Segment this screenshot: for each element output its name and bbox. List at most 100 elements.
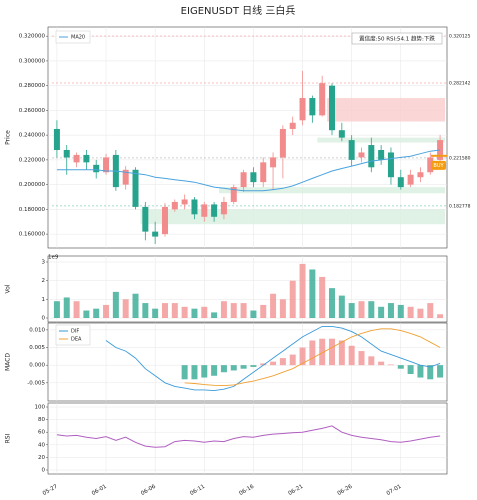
candle-body xyxy=(417,172,424,178)
y-tick-label: 20 xyxy=(38,455,45,461)
level-label: 0.320125 xyxy=(449,34,471,40)
volume-bar xyxy=(63,297,70,318)
candle-body xyxy=(368,145,375,168)
volume-bar xyxy=(260,304,267,318)
volume-bar xyxy=(427,303,434,318)
candle-body xyxy=(73,154,80,163)
chart-title: EIGENUSDT 日线 三白兵 xyxy=(181,4,296,17)
y-axis-label: RSI xyxy=(5,433,12,443)
y-tick-label: -0.005 xyxy=(27,380,45,386)
volume-bar xyxy=(93,308,100,318)
legend-box xyxy=(55,324,91,346)
y-tick-label: 3 xyxy=(42,260,46,266)
macd-bar xyxy=(309,340,316,366)
volume-bar xyxy=(53,301,60,318)
series-line xyxy=(105,325,441,392)
volume-bar xyxy=(348,303,355,318)
volume-bar xyxy=(407,306,414,318)
volume-bar xyxy=(112,291,119,318)
candle-body xyxy=(319,83,326,116)
info-box xyxy=(351,32,443,45)
macd-bar xyxy=(201,365,208,378)
y-tick-label: 2 xyxy=(42,278,46,284)
ma-line xyxy=(56,149,441,192)
y-axis-label: Vol xyxy=(5,284,12,293)
candle-body xyxy=(142,206,149,232)
candle-body xyxy=(260,162,267,183)
volume-bar xyxy=(378,306,385,318)
y-tick-label: 0.240000 xyxy=(19,133,46,139)
volume-bar xyxy=(211,312,218,318)
candle-body xyxy=(387,152,394,178)
info-text: 置信度:50 RSI:54.1 趋势:下跌 xyxy=(359,35,435,43)
zone xyxy=(317,137,445,143)
candle-body xyxy=(171,201,178,210)
macd-bar xyxy=(299,347,306,366)
scale-label: 1e9 xyxy=(48,255,59,261)
candle-body xyxy=(397,177,404,188)
macd-bar xyxy=(191,365,198,380)
candle-body xyxy=(201,204,208,217)
volume-bar xyxy=(142,303,149,318)
zone xyxy=(327,98,445,122)
macd-bar xyxy=(240,365,247,369)
y-tick-label: 0.010 xyxy=(29,327,45,333)
candle-body xyxy=(378,149,385,160)
volume-bar xyxy=(73,301,80,318)
legend-box xyxy=(55,30,91,44)
volume-bar xyxy=(181,306,188,318)
volume-bar xyxy=(270,293,277,318)
y-tick-label: 0.200000 xyxy=(19,182,46,188)
series-line xyxy=(184,328,441,387)
candle-body xyxy=(299,98,306,121)
volume-bar xyxy=(358,301,365,318)
volume-bar xyxy=(319,276,326,318)
signal-label: BUY xyxy=(433,163,444,169)
y-tick-label: 0.000 xyxy=(29,363,45,369)
macd-bar xyxy=(348,345,355,366)
level-label: 0.282142 xyxy=(449,81,471,87)
volume-bar xyxy=(171,303,178,318)
candle-body xyxy=(348,140,355,160)
macd-bar xyxy=(230,365,237,371)
candle-body xyxy=(270,157,277,168)
candle-body xyxy=(191,199,198,215)
candle-body xyxy=(250,172,257,183)
y-tick-label: 0.220000 xyxy=(19,157,46,163)
candle-body xyxy=(53,128,60,150)
y-tick-label: 0.160000 xyxy=(19,232,46,238)
volume-bar xyxy=(220,301,227,318)
y-tick-label: 40 xyxy=(38,442,45,448)
macd-bar xyxy=(427,365,434,380)
volume-bar xyxy=(240,303,247,318)
volume-bar xyxy=(250,310,257,318)
macd-bar xyxy=(220,365,227,373)
candle-body xyxy=(152,231,159,237)
macd-bar xyxy=(417,365,424,378)
macd-bar xyxy=(358,351,365,366)
panel-frame xyxy=(47,402,448,475)
volume-bar xyxy=(299,263,306,318)
y-axis-label: Price xyxy=(5,130,12,145)
candle-body xyxy=(211,204,218,217)
candle-body xyxy=(338,130,345,138)
candle-body xyxy=(230,187,237,202)
y-axis-label: MACD xyxy=(5,353,12,371)
macd-bar xyxy=(329,338,336,366)
volume-bar xyxy=(338,295,345,318)
candle-body xyxy=(132,169,139,207)
volume-bar xyxy=(152,308,159,318)
legend-label: MA20 xyxy=(71,35,85,41)
volume-bar xyxy=(191,308,198,318)
candle-body xyxy=(358,152,365,158)
level-label: 0.221580 xyxy=(449,155,471,161)
volume-bar xyxy=(309,269,316,318)
volume-bar xyxy=(387,303,394,318)
y-tick-label: 0.300000 xyxy=(19,58,46,64)
volume-bar xyxy=(289,280,296,318)
macd-bar xyxy=(270,361,277,366)
candle-body xyxy=(427,157,434,173)
candle-body xyxy=(289,122,296,129)
candle-body xyxy=(161,206,168,235)
